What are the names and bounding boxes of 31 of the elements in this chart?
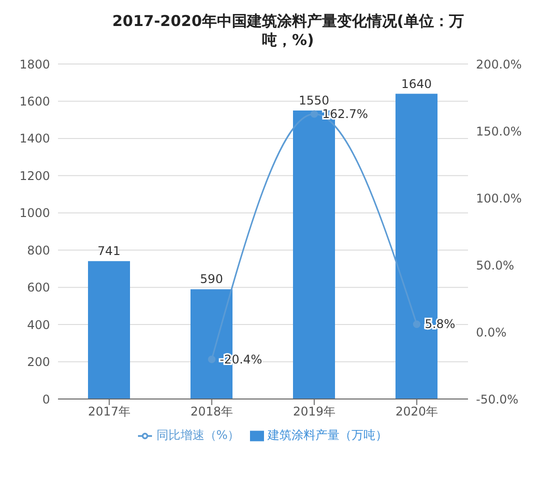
x-tick-label: 2020年 xyxy=(395,404,438,419)
y-tick-label: 200 xyxy=(27,355,50,370)
point xyxy=(413,320,420,328)
x-tick-label: 2018年 xyxy=(190,404,234,419)
y2-tick-label: 200.0% xyxy=(476,57,522,72)
y-tick-label: 0 xyxy=(42,392,50,406)
y-tick-label: 800 xyxy=(27,243,50,258)
data-label: 741 xyxy=(98,244,120,258)
y-tick-label: 1600 xyxy=(19,94,50,108)
y2-tick-label: 100.0% xyxy=(476,191,522,206)
x-tick-label: 2019年 xyxy=(292,404,336,419)
chart-title: 2017-2020年中国建筑涂料产量变化情况(单位：万吨，%) xyxy=(111,11,465,51)
data-label: 1640 xyxy=(401,76,432,91)
x-tick-label: 2017年 xyxy=(88,404,131,419)
y2-tick-label: 50.0% xyxy=(476,258,514,272)
y2-tick-label: -50.0% xyxy=(476,392,518,406)
data-label: 1550 xyxy=(298,94,330,108)
y-tick-label: 1400 xyxy=(19,132,50,146)
y2-tick-label: 0.0% xyxy=(476,325,506,340)
y-tick-label: 1200 xyxy=(19,168,50,183)
y2-tick-label: 150.0% xyxy=(476,124,522,138)
y-tick-label: 1800 xyxy=(19,57,50,72)
data-label: 590 xyxy=(200,272,223,286)
point xyxy=(208,356,216,364)
y-tick-label: 400 xyxy=(27,318,50,332)
point xyxy=(310,110,318,118)
y-tick-label: 600 xyxy=(27,280,50,295)
legend-label: 建筑涂料产量（万吨） xyxy=(268,428,388,442)
bar xyxy=(88,261,130,399)
y-tick-label: 1000 xyxy=(19,206,50,220)
legend-label: 同比增速（%） xyxy=(156,428,240,442)
